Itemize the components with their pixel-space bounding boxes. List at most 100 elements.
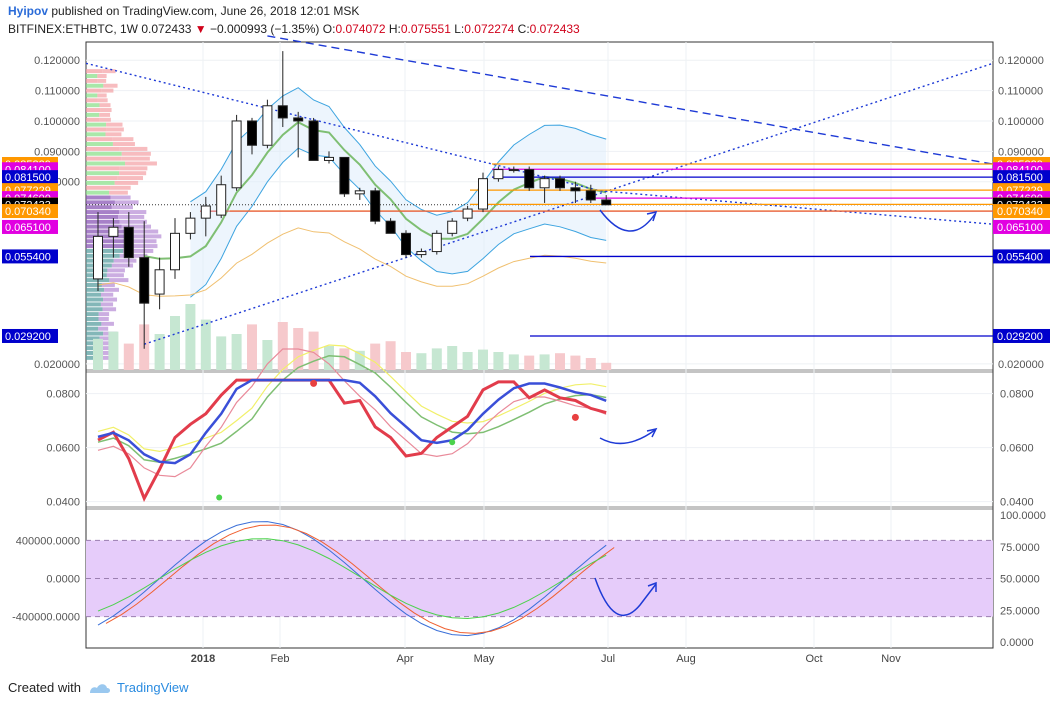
x-tick-label: Feb: [271, 653, 290, 665]
volume-profile-bar: [86, 302, 101, 306]
osc-y-tick-right: 75.0000: [1000, 542, 1040, 554]
volume-profile-bar: [86, 322, 101, 326]
osc-y-tick-right: 25.0000: [1000, 605, 1040, 617]
volume-profile-bar: [109, 191, 128, 195]
x-tick-label: May: [474, 653, 495, 665]
volume-profile-bar: [86, 205, 112, 209]
volume-profile-bar: [86, 171, 119, 175]
candle-body: [556, 179, 565, 188]
volume-bar: [570, 356, 580, 370]
volume-profile-bar: [86, 161, 125, 165]
price-label-text-left: 0.065100: [5, 222, 51, 234]
volume-bar: [108, 332, 118, 370]
chart-canvas[interactable]: 2018 Feb Apr May Jul Aug Oct Nov 0.120000 0.12000…: [0, 0, 1057, 676]
volume-bar: [247, 324, 257, 370]
price-label-text: 0.055400: [997, 251, 1043, 263]
price-label-text-left: 0.070340: [5, 206, 51, 218]
price-label-text: 0.081500: [997, 172, 1043, 184]
tradingview-link[interactable]: TradingView: [117, 680, 189, 695]
volume-profile-bar: [86, 84, 103, 88]
volume-profile-bar: [101, 89, 113, 93]
volume-profile-bar: [103, 298, 117, 302]
candle-body: [463, 209, 472, 218]
volume-profile-bar: [86, 69, 102, 73]
volume-profile-bar: [86, 298, 103, 302]
volume-profile-bar: [86, 317, 99, 321]
volume-bar: [124, 344, 134, 370]
volume-profile-bar: [117, 176, 143, 180]
x-tick-label: 2018: [191, 653, 215, 665]
price-label-text-left: 0.029200: [5, 331, 51, 343]
ma-cross-dot: [449, 439, 455, 445]
ma-y-tick-left: 0.0400: [46, 497, 80, 509]
x-tick-label: Jul: [601, 653, 615, 665]
volume-profile-bar: [121, 157, 150, 161]
volume-profile-bar: [118, 215, 144, 219]
created-with-label: Created with: [8, 680, 81, 695]
volume-profile-bar: [102, 69, 115, 73]
candle-body: [479, 179, 488, 209]
candle-body: [217, 185, 226, 215]
ma-y-tick-right: 0.0600: [1000, 443, 1034, 455]
volume-profile-bar: [86, 220, 119, 224]
volume-bar: [386, 341, 396, 370]
volume-profile-bar: [103, 307, 117, 311]
ma-y-tick-left: 0.0600: [46, 443, 80, 455]
volume-bar: [540, 354, 550, 370]
candle-body: [309, 121, 318, 160]
ma-y-tick-left: 0.0800: [46, 389, 80, 401]
price-y-tick-right: 0.100000: [998, 116, 1044, 128]
candle-body: [155, 270, 164, 294]
candle-body: [109, 227, 118, 236]
volume-profile-bar: [112, 205, 133, 209]
volume-profile-bar: [109, 278, 128, 282]
volume-profile-bar: [86, 244, 125, 248]
osc-y-tick-left: 0.0000: [46, 574, 80, 586]
volume-profile-bar: [86, 147, 120, 151]
volume-profile-bar: [86, 327, 98, 331]
price-y-tick-right: 0.110000: [998, 86, 1043, 98]
x-tick-label: Apr: [396, 653, 413, 665]
price-y-tick-left: 0.100000: [34, 116, 80, 128]
osc-y-tick-right: 0.0000: [1000, 637, 1034, 649]
candle-body: [140, 258, 149, 304]
volume-profile-bar: [107, 268, 125, 272]
candle-body: [124, 227, 133, 257]
volume-profile-bar: [86, 166, 120, 170]
price-y-tick-left: 0.020000: [34, 359, 80, 371]
candle-body: [448, 221, 457, 233]
osc-y-tick-right: 100.0000: [1000, 510, 1046, 522]
volume-profile-bar: [86, 312, 99, 316]
volume-profile-bar: [112, 264, 133, 268]
volume-profile-bar: [86, 157, 121, 161]
volume-profile-bar: [86, 191, 109, 195]
tradingview-logo-icon: [88, 681, 112, 695]
candle-body: [432, 233, 441, 251]
volume-profile-bar: [99, 113, 110, 117]
volume-profile-bar: [86, 127, 107, 131]
x-tick-label: Nov: [881, 653, 901, 665]
candle-body: [278, 106, 287, 118]
candle-body: [201, 206, 210, 218]
volume-bar: [170, 316, 180, 370]
volume-profile-bar: [86, 132, 105, 136]
volume-profile-bar: [101, 302, 113, 306]
footer: Created with TradingView: [0, 676, 1057, 700]
volume-profile-bar: [98, 327, 108, 331]
volume-profile-bar: [86, 108, 100, 112]
x-tick-label: Aug: [676, 653, 696, 665]
volume-profile-bar: [98, 98, 108, 102]
volume-profile-bar: [119, 171, 146, 175]
price-y-tick-right: 0.090000: [998, 146, 1044, 158]
volume-profile-bar: [86, 123, 106, 127]
volume-bar: [232, 334, 242, 370]
candle-body: [171, 233, 180, 269]
volume-profile-bar: [112, 137, 133, 141]
volume-bar: [262, 340, 272, 370]
volume-profile-bar: [86, 79, 97, 83]
candle-body: [602, 200, 611, 205]
ma-y-tick-right: 0.0800: [1000, 389, 1034, 401]
volume-profile-bar: [86, 230, 126, 234]
volume-profile-bar: [104, 288, 119, 292]
volume-profile-bar: [86, 288, 104, 292]
